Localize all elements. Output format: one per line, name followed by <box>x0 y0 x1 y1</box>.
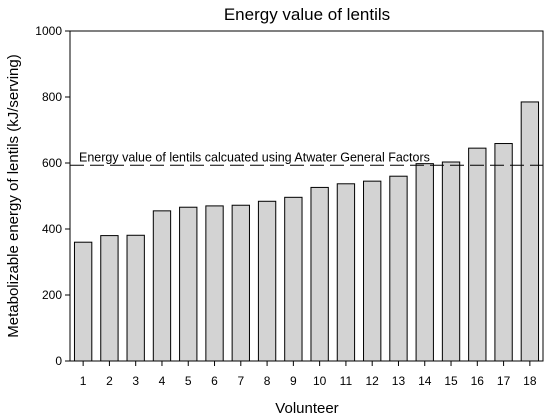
bar-volunteer-2 <box>100 235 119 362</box>
x-tick-label: 5 <box>185 374 192 388</box>
x-tick-label: 7 <box>237 374 244 388</box>
x-tick-label: 12 <box>366 374 380 388</box>
x-tick-label: 16 <box>471 374 485 388</box>
bar-volunteer-10 <box>310 186 329 362</box>
x-tick-label: 9 <box>290 374 297 388</box>
bar-volunteer-13 <box>389 175 408 362</box>
y-tick-label: 200 <box>42 288 62 302</box>
x-tick-label: 17 <box>497 374 511 388</box>
x-tick-label: 14 <box>418 374 432 388</box>
y-tick-label: 1000 <box>35 24 62 38</box>
bar-volunteer-11 <box>336 183 356 362</box>
bar-volunteer-12 <box>363 180 382 362</box>
x-tick-label: 13 <box>392 374 406 388</box>
x-tick-label: 4 <box>159 374 166 388</box>
bar-volunteer-6 <box>205 205 224 362</box>
chart-title: Energy value of lentils <box>224 5 390 24</box>
bar-volunteer-18 <box>520 101 540 362</box>
bar-volunteer-3 <box>126 234 145 362</box>
bar-volunteer-1 <box>73 241 93 362</box>
bar-volunteer-5 <box>179 206 198 362</box>
bar-volunteer-8 <box>257 200 277 362</box>
y-tick-label: 400 <box>42 222 62 236</box>
x-tick-label: 2 <box>106 374 113 388</box>
plot-frame <box>69 30 544 362</box>
y-tick-label: 600 <box>42 156 62 170</box>
x-tick-label: 1 <box>80 374 87 388</box>
x-tick-label: 3 <box>132 374 139 388</box>
bar-volunteer-14 <box>415 163 434 362</box>
x-tick-label: 11 <box>340 374 353 388</box>
bar-volunteer-9 <box>284 196 303 362</box>
y-tick-label: 0 <box>55 354 62 368</box>
y-tick-label: 800 <box>42 90 62 104</box>
x-tick-label: 8 <box>264 374 271 388</box>
x-tick-label: 6 <box>211 374 218 388</box>
bar-volunteer-15 <box>441 161 461 362</box>
reference-line-label: Energy value of lentils calcuated using … <box>79 150 430 164</box>
y-axis-label: Metabolizable energy of lentils (kJ/serv… <box>5 54 22 337</box>
x-tick-label: 10 <box>313 374 327 388</box>
x-tick-label: 15 <box>444 374 458 388</box>
bar-volunteer-4 <box>152 210 172 362</box>
bar-volunteer-16 <box>468 147 487 362</box>
bar-volunteer-7 <box>231 204 250 362</box>
x-tick-label: 18 <box>523 374 537 388</box>
plot-area: Energy value of lentils calcuated using … <box>35 24 544 388</box>
bar-volunteer-17 <box>494 143 513 362</box>
x-axis-label: Volunteer <box>275 400 338 417</box>
